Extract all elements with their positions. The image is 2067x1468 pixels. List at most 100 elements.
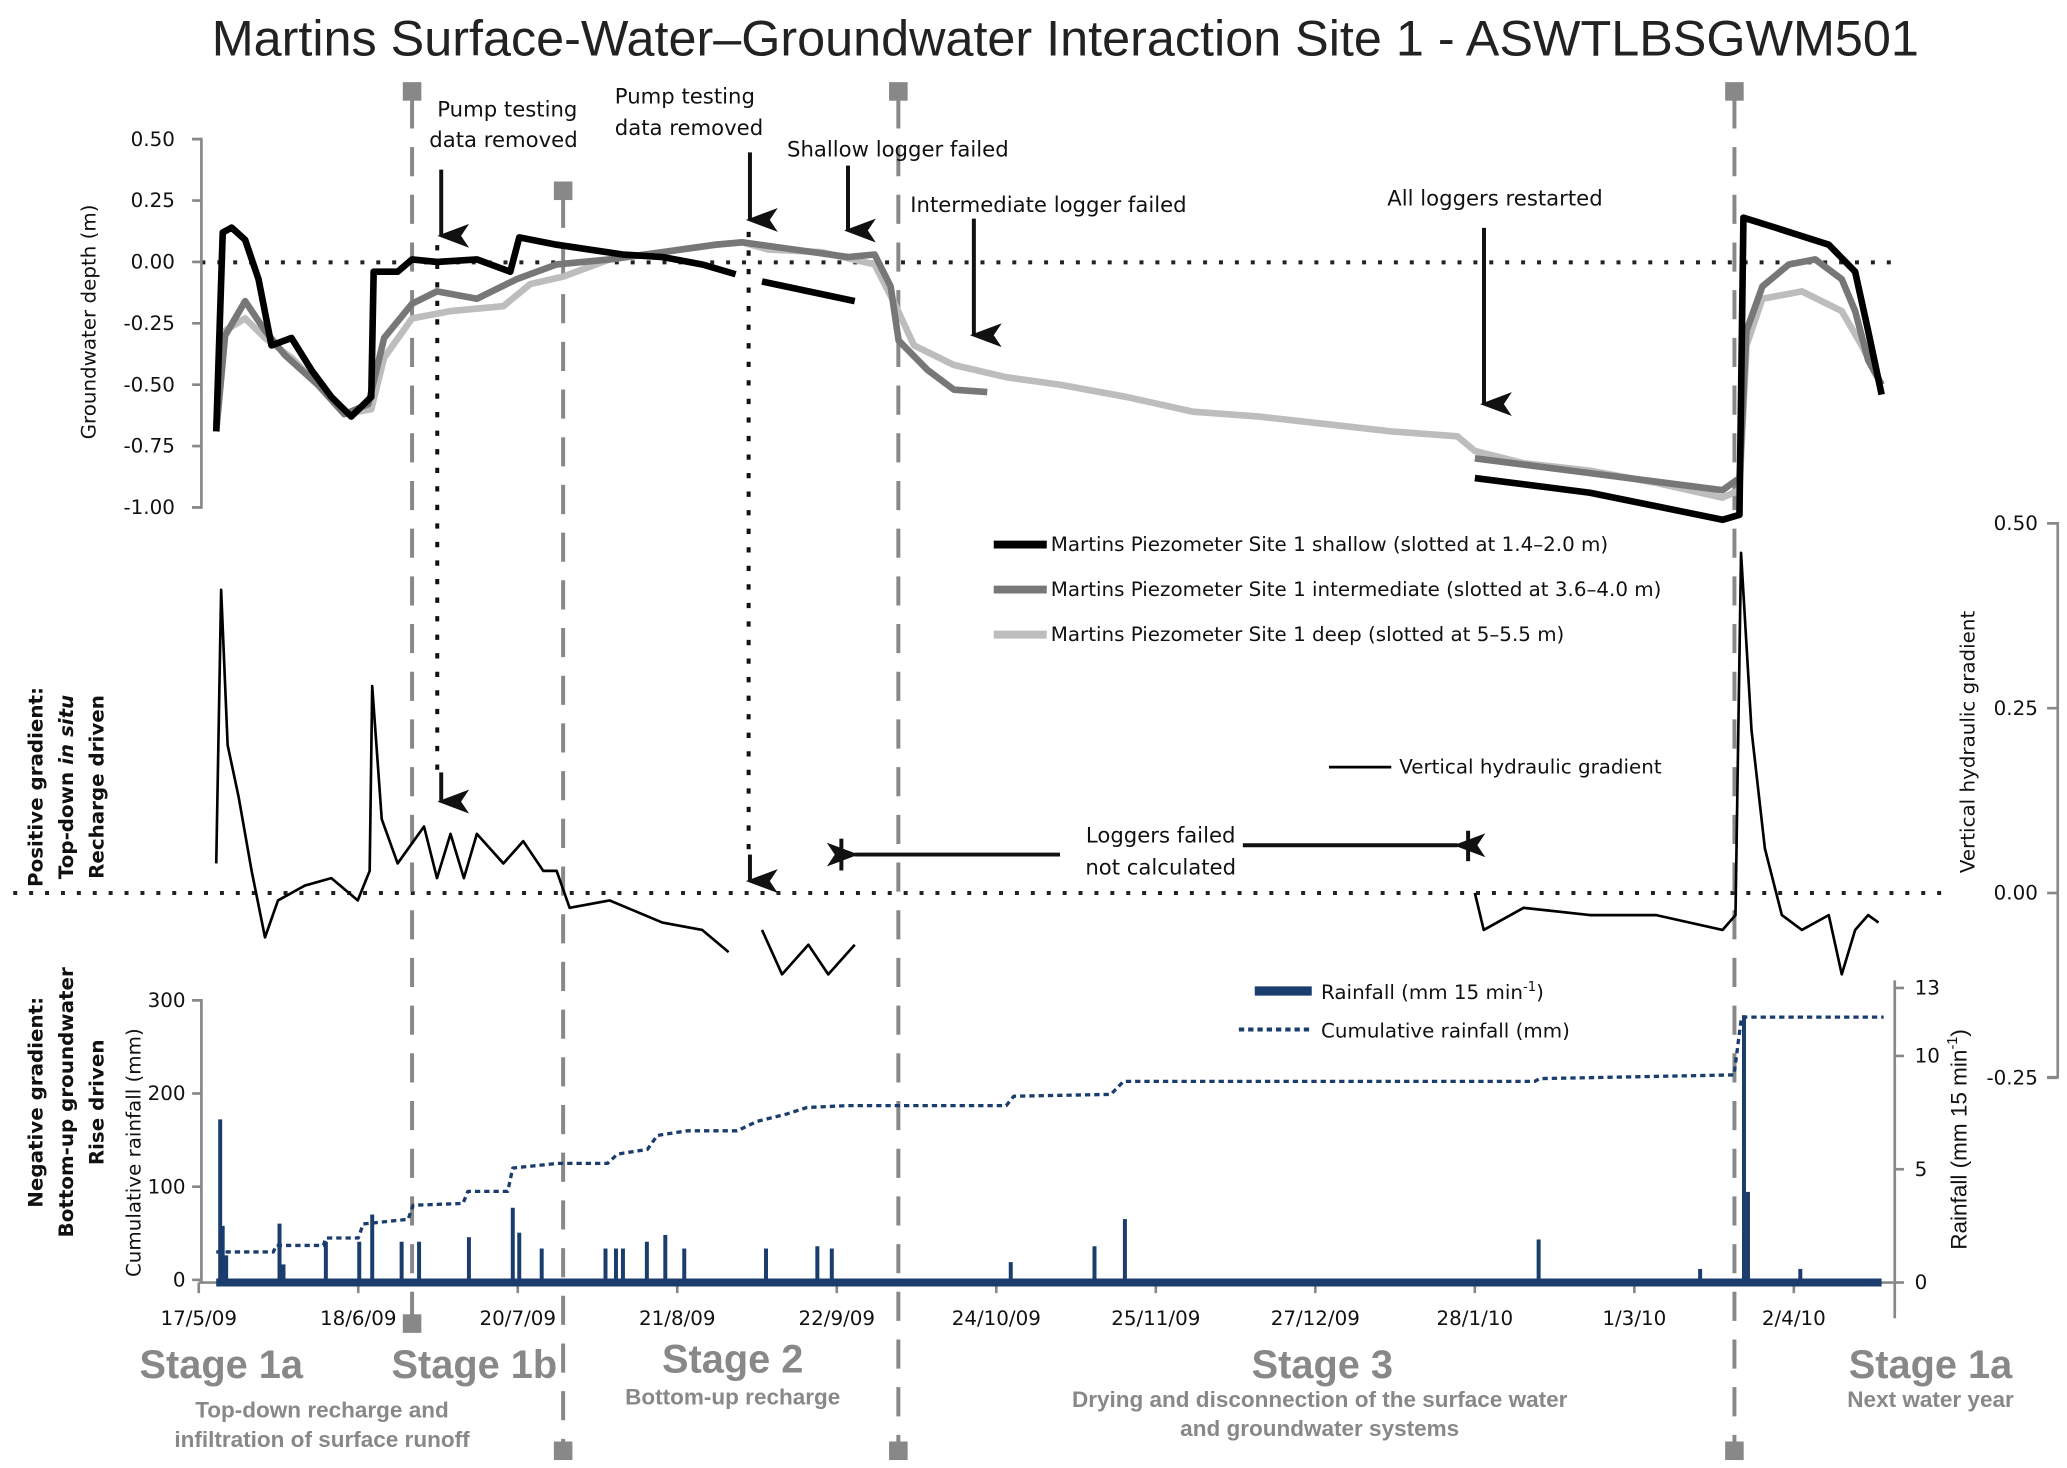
- gw-tick-label: 0.50: [131, 128, 175, 151]
- rain-legend: Rainfall (mm 15 min-1) Cumulative rainfa…: [1238, 980, 1570, 1042]
- intermediate-piezometer-line: [1474, 256, 1885, 494]
- rainfall-bar: [1745, 1191, 1750, 1283]
- rainfall-bar: [1798, 1268, 1803, 1283]
- rain-axis-title: Rainfall (mm 15 min-1): [1945, 1029, 1971, 1250]
- x-tick-label: 22/9/09: [799, 1307, 876, 1330]
- x-tick-label: 20/7/09: [479, 1307, 556, 1330]
- rainfall-bar: [224, 1255, 229, 1283]
- positive-gradient-label: Positive gradient: Top-down in situ Rech…: [24, 687, 108, 887]
- stage-1a-next-label: Stage 1a: [1849, 1343, 2013, 1387]
- vhg-tick-label: -0.25: [1986, 1066, 2037, 1089]
- vhg-axis-title: Vertical hydraulic gradient: [1956, 611, 1979, 874]
- shallow-piezometer-line: [761, 278, 856, 305]
- gw-legend: Martins Piezometer Site 1 shallow (slott…: [993, 533, 1662, 646]
- cumulative-rainfall-line: [216, 1015, 1884, 1254]
- vhg-line: [1473, 551, 1880, 976]
- gw-axis-title: Groundwater depth (m): [77, 205, 100, 440]
- annotation-pump1-line2: data removed: [429, 127, 577, 152]
- deep-piezometer-line: [212, 239, 1885, 501]
- vhg-line: [214, 588, 730, 954]
- rainfall-bar: [613, 1248, 618, 1283]
- stage-2-label: Stage 2: [662, 1338, 803, 1382]
- rainfall-bar: [663, 1234, 668, 1283]
- svg-text:Rise driven: Rise driven: [85, 1039, 108, 1165]
- intermediate-piezometer-line: [212, 239, 988, 432]
- rainfall-bar: [829, 1248, 834, 1283]
- shallow-piezometer-line: [212, 224, 737, 432]
- annotation-loggers-failed: Loggers failed: [1086, 823, 1236, 848]
- rainfall-bar: [682, 1248, 687, 1283]
- vhg-line: [760, 929, 856, 976]
- x-tick-label: 17/5/09: [160, 1307, 237, 1330]
- stage-1a-desc2: infiltration of surface runoff: [174, 1427, 470, 1452]
- rainfall-bar: [644, 1241, 649, 1283]
- x-tick-label: 21/8/09: [639, 1307, 716, 1330]
- x-tick-label: 28/1/10: [1437, 1307, 1514, 1330]
- rainfall-bar: [1698, 1268, 1703, 1283]
- vhg-legend: Vertical hydraulic gradient: [1328, 756, 1662, 779]
- rain-tick-label: 10: [1915, 1045, 1940, 1068]
- gw-tick-label: 0.00: [131, 251, 175, 274]
- chart-title: Martins Surface-Water–Groundwater Intera…: [212, 10, 1919, 67]
- cum-tick-label: 100: [148, 1175, 186, 1198]
- negative-gradient-label: Negative gradient: Bottom-up groundwater…: [24, 967, 108, 1237]
- legend-shallow: Martins Piezometer Site 1 shallow (slott…: [1051, 533, 1608, 556]
- rainfall-bar: [1742, 1015, 1746, 1283]
- x-tick-label: 18/6/09: [320, 1307, 397, 1330]
- rainfall-bar: [603, 1248, 608, 1283]
- vhg-tick-label: 0.25: [1994, 697, 2038, 720]
- stage-1b-label: Stage 1b: [392, 1343, 558, 1387]
- annotation-pump1: Pump testing: [437, 97, 577, 122]
- axis-ticks: 0.50 0.25 0.00 -0.25 -0.50 -0.75 -1.00 0.50 0.25…: [124, 128, 2058, 1330]
- rainfall-bar: [220, 1225, 225, 1283]
- rain-tick-label: 5: [1915, 1158, 1928, 1181]
- legend-intermediate: Martins Piezometer Site 1 intermediate (…: [1051, 578, 1662, 601]
- rain-tick-label: 0: [1915, 1271, 1928, 1294]
- annotation-arrows: [437, 152, 1512, 893]
- stage-1a-next-desc: Next water year: [1847, 1387, 2014, 1412]
- rainfall-bar: [1008, 1262, 1013, 1283]
- gw-tick-label: -0.25: [124, 312, 175, 335]
- svg-text:Negative gradient:: Negative gradient:: [24, 997, 47, 1208]
- vhg-tick-label: 0.50: [1994, 512, 2038, 535]
- stage-1a-label: Stage 1a: [140, 1343, 304, 1387]
- gw-tick-label: 0.25: [131, 189, 175, 212]
- x-tick-label: 2/4/10: [1762, 1307, 1826, 1330]
- annotation-pump2-line2: data removed: [615, 115, 763, 140]
- gw-tick-label: -1.00: [124, 496, 175, 519]
- stage-markers: [402, 82, 1744, 1461]
- svg-text:Top-down in situ: Top-down in situ: [55, 695, 78, 879]
- annotation-pump2: Pump testing: [615, 83, 755, 108]
- rainfall-bar: [764, 1248, 768, 1283]
- rainfall-bar: [1536, 1239, 1541, 1283]
- stage-labels: Stage 1a Top-down recharge and infiltrat…: [140, 1338, 2014, 1452]
- rainfall-bar: [281, 1264, 286, 1283]
- x-tick-label: 1/3/10: [1602, 1307, 1666, 1330]
- svg-text:Recharge driven: Recharge driven: [85, 695, 108, 879]
- x-tick-label: 25/11/09: [1111, 1307, 1200, 1330]
- rainfall-bar: [1092, 1246, 1097, 1283]
- legend-vhg: Vertical hydraulic gradient: [1399, 756, 1662, 779]
- rain-tick-label: 13: [1915, 977, 1940, 1000]
- x-tick-label: 27/12/09: [1271, 1307, 1360, 1330]
- rainfall-bar: [510, 1207, 515, 1283]
- rainfall-bar: [517, 1232, 522, 1283]
- stage-3-label: Stage 3: [1252, 1343, 1393, 1387]
- rainfall-bar: [815, 1246, 820, 1283]
- x-tick-label: 24/10/09: [952, 1307, 1041, 1330]
- stage-3-desc: Drying and disconnection of the surface …: [1072, 1387, 1568, 1412]
- gw-tick-label: -0.50: [124, 373, 175, 396]
- annotation-all-restarted: All loggers restarted: [1387, 185, 1602, 210]
- cum-axis-title: Cumulative rainfall (mm): [122, 1028, 145, 1277]
- annotation-shallow-failed: Shallow logger failed: [787, 136, 1009, 161]
- rainfall-bar: [1122, 1219, 1127, 1283]
- rainfall-bar: [539, 1248, 544, 1283]
- svg-text:Positive gradient:: Positive gradient:: [24, 687, 47, 887]
- plot-series: [212, 214, 1885, 1287]
- axes: [192, 137, 2060, 1319]
- cum-tick-label: 200: [148, 1082, 186, 1105]
- stage-2-desc: Bottom-up recharge: [625, 1384, 840, 1409]
- rainfall-bar: [277, 1223, 282, 1283]
- stage-1a-desc: Top-down recharge and: [195, 1398, 449, 1423]
